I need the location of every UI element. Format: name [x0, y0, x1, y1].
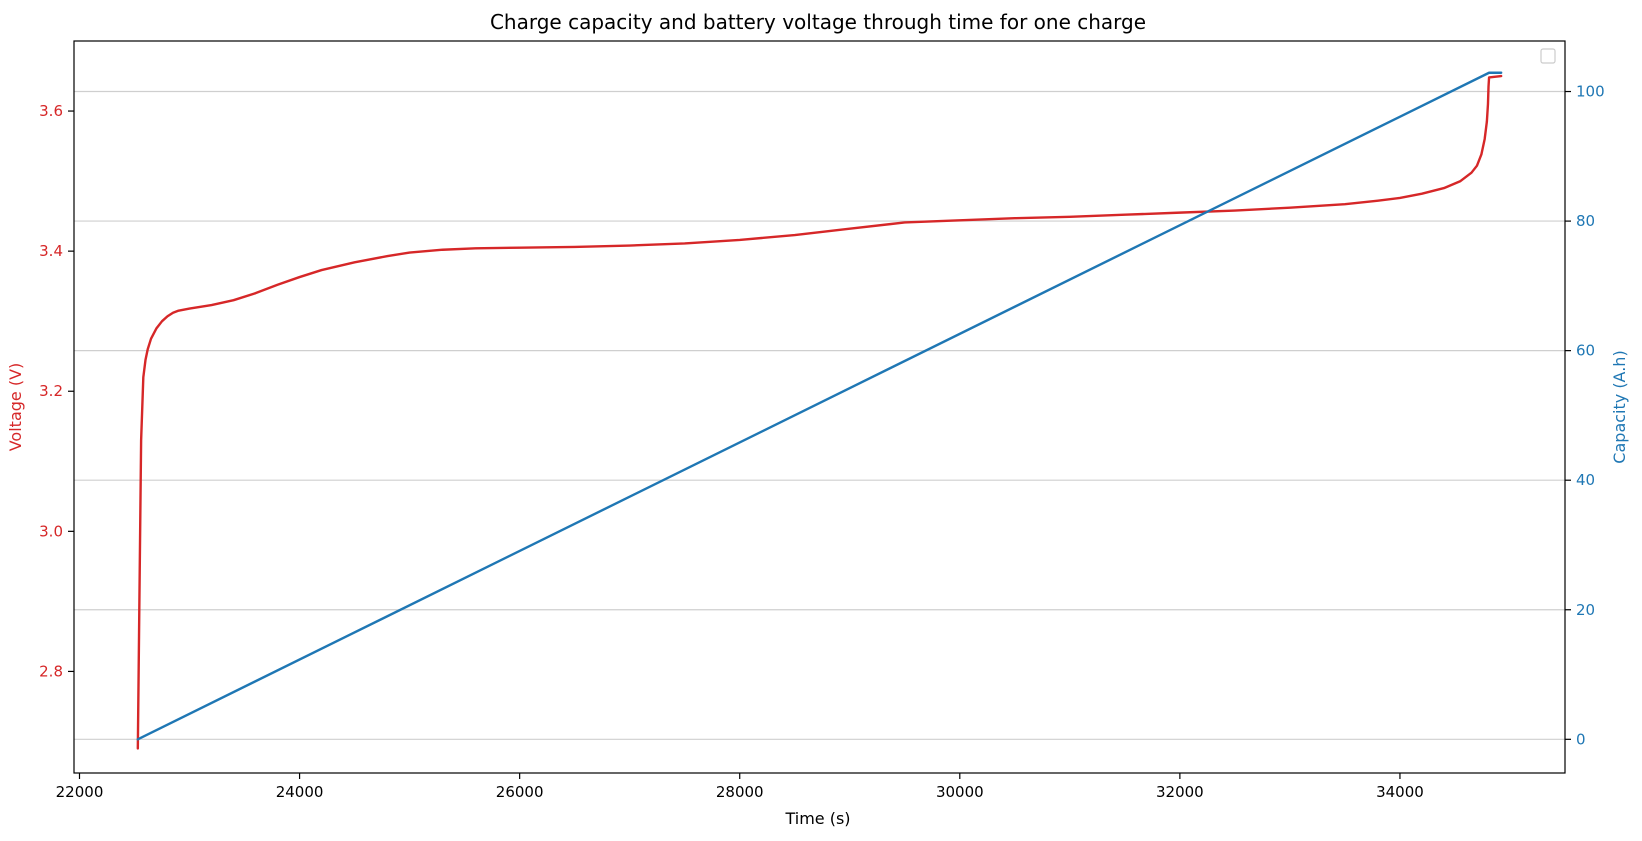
left-y-tick-label: 3.6 [39, 102, 63, 120]
left-y-tick-label: 3.2 [39, 382, 63, 400]
right-y-tick-label: 20 [1576, 601, 1595, 619]
x-tick-label: 24000 [276, 783, 324, 801]
x-tick-label: 22000 [56, 783, 104, 801]
right-y-axis-label: Capacity (A.h) [1610, 350, 1629, 463]
left-y-axis: 2.8 3.0 3.2 3.4 3.6 [39, 102, 74, 680]
plot-frame [73, 40, 1566, 774]
grid-layer [74, 90, 1565, 740]
left-y-axis-label: Voltage (V) [6, 363, 25, 452]
x-tick-label: 26000 [496, 783, 544, 801]
voltage-series-line [136, 74, 1503, 750]
capacity-series-line [136, 71, 1503, 741]
x-tick-label: 34000 [1376, 783, 1424, 801]
left-y-tick-label: 3.4 [39, 242, 63, 260]
chart-title: Charge capacity and battery voltage thro… [490, 10, 1146, 34]
x-tick-label: 28000 [716, 783, 764, 801]
right-y-tick-label: 40 [1576, 471, 1595, 489]
right-y-tick-label: 80 [1576, 212, 1595, 230]
legend-box [1540, 48, 1556, 64]
left-y-tick-label: 3.0 [39, 522, 63, 540]
right-y-tick-label: 100 [1576, 83, 1605, 101]
right-y-tick-label: 0 [1576, 730, 1586, 748]
series-layer [136, 71, 1503, 750]
right-y-axis: 0 20 40 60 80 100 [1565, 83, 1605, 748]
x-axis: 22000 24000 26000 28000 30000 32000 34000 [56, 773, 1424, 801]
left-y-tick-label: 2.8 [39, 662, 63, 680]
x-tick-label: 32000 [1156, 783, 1204, 801]
right-y-tick-label: 60 [1576, 342, 1595, 360]
x-axis-label: Time (s) [784, 809, 850, 828]
x-tick-label: 30000 [936, 783, 984, 801]
